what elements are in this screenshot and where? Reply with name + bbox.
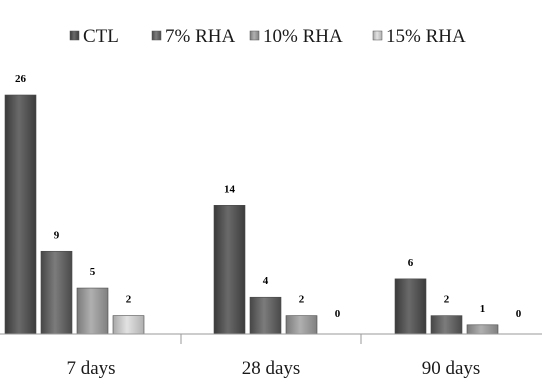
legend-item: 15% RHA bbox=[372, 26, 466, 47]
bar bbox=[40, 250, 73, 335]
bar bbox=[249, 296, 282, 335]
legend-label: 10% RHA bbox=[263, 26, 343, 47]
x-tick-label: 28 days bbox=[242, 358, 301, 379]
data-label: 9 bbox=[54, 229, 60, 241]
legend-item: 7% RHA bbox=[151, 26, 235, 47]
data-label: 0 bbox=[335, 308, 341, 320]
x-tick-label: 7 days bbox=[66, 358, 115, 379]
bar bbox=[466, 324, 499, 335]
legend-swatch bbox=[69, 30, 80, 41]
data-label: 14 bbox=[224, 183, 236, 195]
legend: CTL 7% RHA 10% RHA 15% RHA bbox=[69, 26, 466, 47]
legend-swatch bbox=[249, 30, 260, 41]
data-label: 5 bbox=[90, 266, 96, 278]
data-labels: 26 9 5 2 14 4 2 0 6 2 1 0 bbox=[15, 73, 522, 320]
data-label: 2 bbox=[126, 294, 132, 306]
legend-label: 15% RHA bbox=[386, 26, 466, 47]
legend-item: 10% RHA bbox=[249, 26, 343, 47]
legend-label: CTL bbox=[83, 26, 119, 47]
legend-item: CTL bbox=[69, 26, 119, 47]
data-label: 1 bbox=[480, 303, 486, 315]
data-label: 2 bbox=[299, 294, 305, 306]
bar bbox=[213, 205, 246, 335]
bar bbox=[285, 315, 318, 335]
legend-label: 7% RHA bbox=[165, 26, 235, 47]
legend-swatch bbox=[372, 30, 383, 41]
bars bbox=[4, 94, 499, 335]
bar bbox=[112, 315, 145, 335]
x-tick-label: 90 days bbox=[422, 358, 481, 379]
data-label: 4 bbox=[263, 275, 269, 287]
data-label: 2 bbox=[444, 294, 450, 306]
x-axis-tick-labels: 7 days 28 days 90 days bbox=[66, 358, 480, 379]
bar bbox=[394, 278, 427, 335]
data-label: 6 bbox=[408, 257, 414, 269]
bar bbox=[430, 315, 463, 335]
data-label: 0 bbox=[516, 308, 522, 320]
legend-swatch bbox=[151, 30, 162, 41]
bar bbox=[76, 287, 109, 335]
data-label: 26 bbox=[15, 73, 27, 85]
bar bbox=[4, 94, 37, 335]
